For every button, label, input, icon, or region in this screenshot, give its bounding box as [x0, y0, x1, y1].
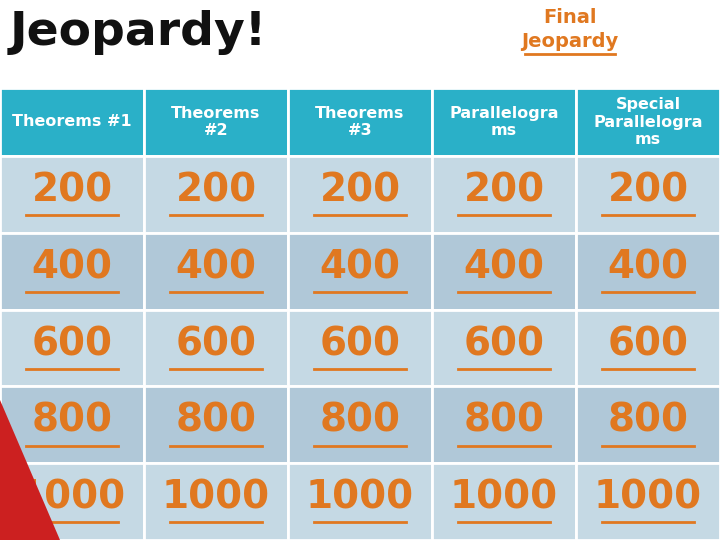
Text: 800: 800	[464, 402, 544, 440]
Text: 400: 400	[176, 248, 256, 286]
Bar	[0, 309, 144, 387]
Bar	[288, 156, 432, 233]
Text: 1000: 1000	[18, 478, 126, 517]
Text: 400: 400	[464, 248, 544, 286]
Bar	[432, 88, 576, 156]
Text: 400: 400	[608, 248, 688, 286]
Bar	[576, 387, 720, 463]
Text: 600: 600	[32, 325, 112, 363]
Text: 1000: 1000	[306, 478, 414, 517]
Text: 200: 200	[464, 171, 544, 210]
Text: 800: 800	[176, 402, 256, 440]
Text: 400: 400	[320, 248, 400, 286]
Bar	[576, 463, 720, 540]
Bar	[144, 309, 288, 387]
Text: Jeopardy!: Jeopardy!	[10, 10, 267, 55]
Bar	[288, 463, 432, 540]
Text: Final
Jeopardy: Final Jeopardy	[521, 8, 618, 51]
Polygon shape	[0, 400, 60, 540]
Text: 600: 600	[608, 325, 688, 363]
Text: Theorems
#2: Theorems #2	[171, 106, 261, 138]
Bar	[432, 156, 576, 233]
Text: 200: 200	[608, 171, 688, 210]
Bar	[288, 309, 432, 387]
Text: 200: 200	[320, 171, 400, 210]
Bar	[432, 387, 576, 463]
Bar	[576, 156, 720, 233]
Text: 800: 800	[320, 402, 400, 440]
Bar	[0, 387, 144, 463]
Bar	[288, 387, 432, 463]
Text: 200: 200	[32, 171, 112, 210]
Bar	[144, 156, 288, 233]
Bar	[576, 309, 720, 387]
Text: 400: 400	[32, 248, 112, 286]
Bar	[288, 233, 432, 309]
Text: 1000: 1000	[162, 478, 270, 517]
Text: Theorems
#3: Theorems #3	[315, 106, 405, 138]
Bar	[144, 463, 288, 540]
Text: 800: 800	[608, 402, 688, 440]
Bar	[576, 88, 720, 156]
Bar	[432, 309, 576, 387]
Text: 1000: 1000	[594, 478, 702, 517]
Text: 600: 600	[176, 325, 256, 363]
Bar	[144, 387, 288, 463]
Bar	[432, 233, 576, 309]
Bar	[144, 88, 288, 156]
Text: Theorems #1: Theorems #1	[12, 114, 132, 130]
Bar	[432, 463, 576, 540]
Text: 800: 800	[32, 402, 112, 440]
Bar	[288, 88, 432, 156]
Bar	[0, 156, 144, 233]
Text: 600: 600	[320, 325, 400, 363]
Bar	[0, 88, 144, 156]
Bar	[0, 233, 144, 309]
Bar	[144, 233, 288, 309]
Bar	[0, 463, 144, 540]
Bar	[576, 233, 720, 309]
Text: 200: 200	[176, 171, 256, 210]
Text: 600: 600	[464, 325, 544, 363]
Text: Parallelogra
ms: Parallelogra ms	[449, 106, 559, 138]
Text: Special
Parallelogra
ms: Special Parallelogra ms	[593, 97, 703, 147]
Text: 1000: 1000	[450, 478, 558, 517]
